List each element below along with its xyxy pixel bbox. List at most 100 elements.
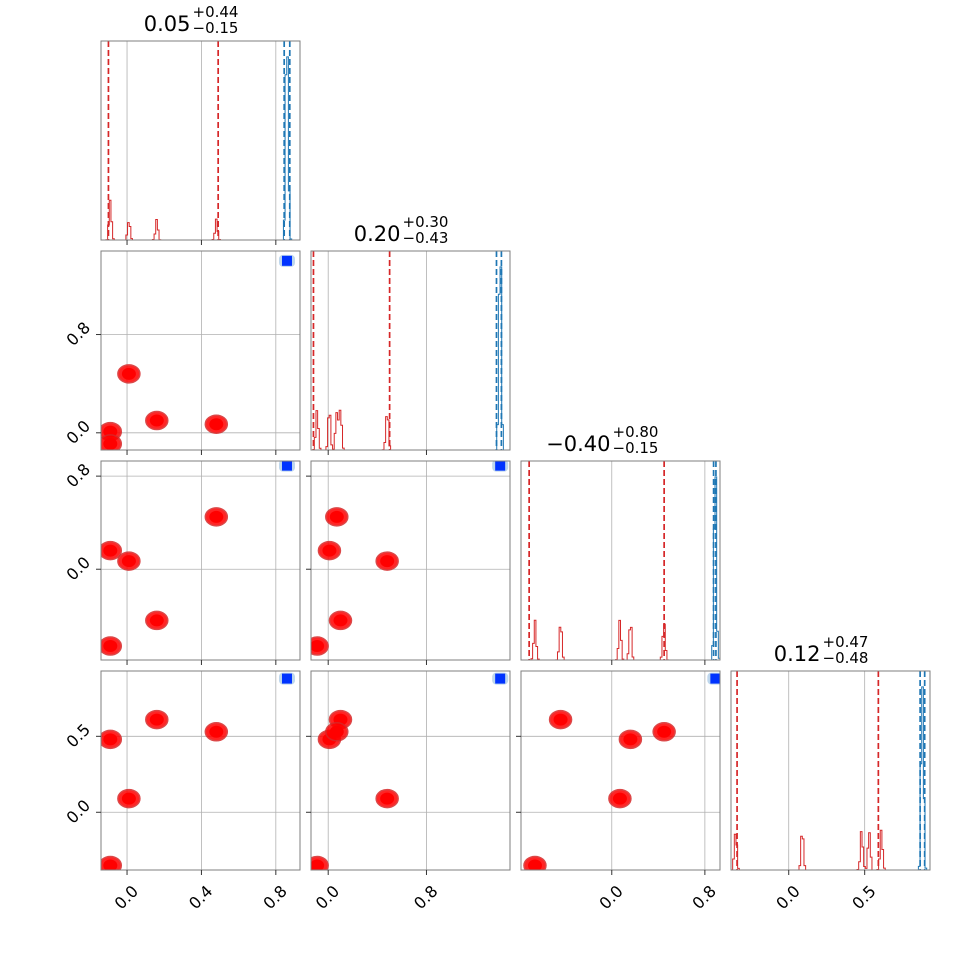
title-value: 0.05 (144, 12, 191, 36)
panel-1-1 (310, 250, 511, 455)
title-upper-error: +0.30 (403, 213, 449, 231)
cluster-point (121, 367, 136, 380)
panel-content (521, 461, 720, 660)
cluster-point (311, 640, 325, 653)
cluster-point (311, 859, 325, 870)
title-lower-error: −0.15 (613, 439, 659, 457)
panel-content (311, 461, 509, 656)
cluster-point (495, 673, 506, 684)
panel-2-1 (306, 460, 511, 665)
cluster-point (612, 792, 627, 805)
cluster-point (553, 713, 568, 726)
title-upper-error: +0.44 (193, 3, 239, 21)
x-tick-label: 0.8 (688, 882, 719, 913)
panel-content (731, 671, 930, 870)
panel-frame (310, 460, 511, 661)
cluster-point (103, 859, 118, 870)
title-value: 0.20 (354, 222, 401, 246)
cluster-point (527, 859, 542, 870)
panel-content (101, 672, 295, 870)
cluster-point (329, 510, 344, 523)
cluster-point (322, 544, 337, 557)
panel-frame (310, 250, 511, 451)
panel-frame (310, 670, 511, 871)
panel-2-0: 0.0 0.8 (63, 460, 301, 665)
panel-title-3: 0.12 +0.47−0.48 (774, 633, 869, 667)
panel-content (101, 254, 295, 450)
cluster-point (495, 461, 506, 471)
cluster-point (209, 418, 224, 431)
panel-frame (730, 670, 931, 871)
panel-frame (520, 670, 721, 871)
cluster-point (103, 733, 118, 746)
cluster-point (209, 510, 224, 523)
panel-3-3: 0.0 0.5 (730, 670, 931, 913)
cluster-point (121, 555, 136, 568)
title-value: 0.12 (774, 642, 821, 666)
histogram-series-1 (101, 56, 300, 240)
panel-3-0: 0.0 0.5 0.0 0.4 0.8 (63, 670, 301, 913)
cluster-point (121, 792, 136, 805)
panel-content (311, 251, 510, 450)
x-tick-label: 0.0 (111, 882, 142, 913)
title-lower-error: −0.48 (823, 649, 869, 667)
panel-content (311, 672, 509, 870)
cluster-point (710, 673, 720, 684)
histogram-series-0 (521, 619, 720, 660)
panel-title-0: 0.05 +0.44−0.15 (144, 3, 239, 37)
cluster-point (329, 725, 344, 738)
panel-content (101, 461, 295, 656)
panel-0-0 (100, 40, 301, 245)
panel-frame (100, 460, 301, 661)
cluster-point (657, 725, 672, 738)
histogram-series-0 (311, 409, 510, 450)
y-tick-label: 0.5 (63, 720, 94, 751)
panel-frame (520, 460, 721, 661)
panel-2-2 (520, 460, 721, 665)
panel-1-0: 0.0 0.8 (63, 250, 301, 455)
panel-frame (100, 670, 301, 871)
x-tick-label: 0.8 (259, 882, 290, 913)
cluster-point (281, 461, 292, 471)
panel-frame (100, 40, 301, 241)
title-upper-error: +0.47 (823, 633, 869, 651)
panel-3-1: 0.0 0.8 (306, 670, 511, 913)
cluster-point (281, 255, 292, 266)
cluster-point (103, 544, 118, 557)
histogram-series-0 (101, 199, 300, 240)
x-tick-label: 0.5 (848, 882, 879, 913)
histogram-series-0 (731, 829, 930, 870)
x-tick-label: 0.0 (595, 882, 626, 913)
x-tick-label: 0.8 (410, 882, 441, 913)
x-tick-label: 0.4 (185, 882, 216, 913)
title-value: −0.40 (546, 432, 610, 456)
cluster-point (333, 614, 348, 627)
cluster-point (149, 713, 164, 726)
cluster-point (149, 614, 164, 627)
y-tick-label: 0.8 (63, 318, 94, 349)
panel-content (523, 672, 720, 870)
title-upper-error: +0.80 (613, 423, 659, 441)
x-tick-label: 0.0 (312, 882, 343, 913)
cluster-point (623, 733, 638, 746)
x-tick-label: 0.0 (772, 882, 803, 913)
y-tick-label: 0.0 (63, 416, 94, 447)
cluster-point (380, 792, 395, 805)
y-tick-label: 0.0 (63, 553, 94, 584)
cluster-point (209, 725, 224, 738)
y-tick-label: 0.0 (63, 796, 94, 827)
panel-title-1: 0.20 +0.30−0.43 (354, 213, 449, 247)
cluster-point (103, 640, 118, 653)
title-lower-error: −0.43 (403, 229, 449, 247)
y-tick-label: 0.8 (63, 460, 94, 491)
title-lower-error: −0.15 (193, 19, 239, 37)
histogram-series-1 (731, 686, 930, 870)
cluster-point (380, 555, 395, 568)
panel-title-2: −0.40 +0.80−0.15 (546, 423, 658, 457)
panel-content (101, 41, 300, 240)
cluster-point (149, 414, 164, 427)
panel-3-2: 0.0 0.8 (516, 670, 721, 913)
cluster-point (281, 673, 292, 684)
cluster-point (103, 437, 118, 450)
